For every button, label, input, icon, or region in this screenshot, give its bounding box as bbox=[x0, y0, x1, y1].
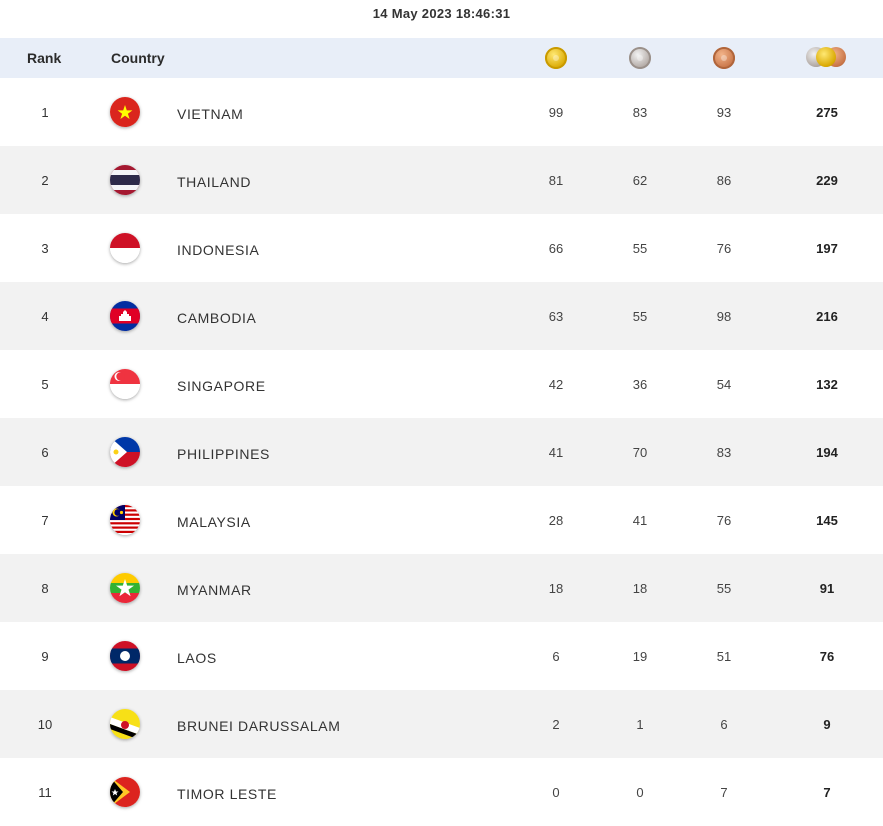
rank-cell: 11 bbox=[38, 785, 52, 800]
bronze-medal-icon[interactable] bbox=[713, 47, 735, 69]
silver-count: 55 bbox=[632, 309, 648, 324]
silver-count: 70 bbox=[632, 445, 648, 460]
silver-medal-icon[interactable] bbox=[629, 47, 651, 69]
total-count: 145 bbox=[816, 513, 838, 528]
vietnam-flag-icon bbox=[110, 97, 140, 127]
total-count: 216 bbox=[816, 309, 838, 324]
bronze-count: 76 bbox=[716, 513, 732, 528]
silver-count: 19 bbox=[632, 649, 648, 664]
philippines-flag-icon bbox=[110, 437, 140, 467]
country-name[interactable]: SINGAPORE bbox=[177, 378, 266, 394]
country-column-header[interactable]: Country bbox=[111, 50, 165, 66]
myanmar-flag-icon bbox=[110, 573, 140, 603]
gold-count: 0 bbox=[552, 785, 560, 800]
bronze-count: 51 bbox=[716, 649, 732, 664]
gold-count: 66 bbox=[548, 241, 564, 256]
rank-cell: 3 bbox=[41, 241, 49, 256]
silver-count: 36 bbox=[632, 377, 648, 392]
gold-medal-icon[interactable] bbox=[545, 47, 567, 69]
table-row[interactable]: 8 MYANMAR 18 18 55 91 bbox=[0, 554, 883, 622]
table-row[interactable]: 10 BRUNEI DARUSSALAM 2 1 6 9 bbox=[0, 690, 883, 758]
country-name[interactable]: MALAYSIA bbox=[177, 514, 251, 530]
rank-cell: 5 bbox=[41, 377, 49, 392]
rank-cell: 7 bbox=[41, 513, 49, 528]
total-count: 76 bbox=[819, 649, 835, 664]
cambodia-flag-icon bbox=[110, 301, 140, 331]
table-row[interactable]: 11 TIMOR LESTE 0 0 7 7 bbox=[0, 758, 883, 826]
bronze-count: 76 bbox=[716, 241, 732, 256]
total-count: 9 bbox=[823, 717, 831, 732]
total-count: 7 bbox=[823, 785, 831, 800]
total-count: 91 bbox=[819, 581, 835, 596]
table-row[interactable]: 1 VIETNAM 99 83 93 275 bbox=[0, 78, 883, 146]
rank-cell: 6 bbox=[41, 445, 49, 460]
table-header: Rank Country bbox=[0, 38, 883, 78]
bronze-count: 55 bbox=[716, 581, 732, 596]
gold-count: 63 bbox=[548, 309, 564, 324]
bronze-count: 6 bbox=[720, 717, 728, 732]
silver-count: 62 bbox=[632, 173, 648, 188]
indonesia-flag-icon bbox=[110, 233, 140, 263]
thailand-flag-icon bbox=[110, 165, 140, 195]
bronze-count: 83 bbox=[716, 445, 732, 460]
silver-count: 0 bbox=[636, 785, 644, 800]
total-count: 275 bbox=[816, 105, 838, 120]
total-count: 132 bbox=[816, 377, 838, 392]
table-row[interactable]: 5 SINGAPORE 42 36 54 132 bbox=[0, 350, 883, 418]
country-name[interactable]: VIETNAM bbox=[177, 106, 244, 122]
gold-count: 41 bbox=[548, 445, 564, 460]
country-name[interactable]: PHILIPPINES bbox=[177, 446, 270, 462]
country-name[interactable]: THAILAND bbox=[177, 174, 252, 190]
table-row[interactable]: 4 CAMBODIA 63 55 98 216 bbox=[0, 282, 883, 350]
silver-count: 83 bbox=[632, 105, 648, 120]
total-count: 197 bbox=[816, 241, 838, 256]
total-count: 194 bbox=[816, 445, 838, 460]
country-name[interactable]: CAMBODIA bbox=[177, 310, 257, 326]
table-row[interactable]: 3 INDONESIA 66 55 76 197 bbox=[0, 214, 883, 282]
medal-table-body: 1 VIETNAM 99 83 93 275 2 THAILAND 81 62 … bbox=[0, 78, 883, 826]
rank-cell: 1 bbox=[41, 105, 49, 120]
rank-cell: 2 bbox=[41, 173, 49, 188]
rank-cell: 4 bbox=[41, 309, 49, 324]
singapore-flag-icon bbox=[110, 369, 140, 399]
country-name[interactable]: MYANMAR bbox=[177, 582, 252, 598]
rank-cell: 8 bbox=[41, 581, 49, 596]
table-row[interactable]: 2 THAILAND 81 62 86 229 bbox=[0, 146, 883, 214]
country-name[interactable]: INDONESIA bbox=[177, 242, 260, 258]
table-row[interactable]: 6 PHILIPPINES 41 70 83 194 bbox=[0, 418, 883, 486]
country-name[interactable]: LAOS bbox=[177, 650, 217, 666]
gold-count: 28 bbox=[548, 513, 564, 528]
country-name[interactable]: BRUNEI DARUSSALAM bbox=[177, 718, 341, 734]
gold-count: 81 bbox=[548, 173, 564, 188]
gold-count: 99 bbox=[548, 105, 564, 120]
total-count: 229 bbox=[816, 173, 838, 188]
gold-count: 2 bbox=[552, 717, 560, 732]
silver-count: 55 bbox=[632, 241, 648, 256]
silver-count: 18 bbox=[632, 581, 648, 596]
table-row[interactable]: 9 LAOS 6 19 51 76 bbox=[0, 622, 883, 690]
rank-cell: 9 bbox=[41, 649, 49, 664]
timestamp: 14 May 2023 18:46:31 bbox=[372, 6, 511, 21]
total-medals-icon[interactable] bbox=[806, 47, 846, 69]
gold-count: 6 bbox=[552, 649, 560, 664]
silver-count: 1 bbox=[636, 717, 644, 732]
country-name[interactable]: TIMOR LESTE bbox=[177, 786, 277, 802]
brunei-flag-icon bbox=[110, 709, 140, 739]
table-row[interactable]: 7 MALAYSIA 28 41 76 145 bbox=[0, 486, 883, 554]
bronze-count: 54 bbox=[716, 377, 732, 392]
laos-flag-icon bbox=[110, 641, 140, 671]
bronze-count: 7 bbox=[720, 785, 728, 800]
rank-column-header[interactable]: Rank bbox=[27, 50, 62, 66]
silver-count: 41 bbox=[632, 513, 648, 528]
timor-leste-flag-icon bbox=[110, 777, 140, 807]
gold-count: 42 bbox=[548, 377, 564, 392]
bronze-count: 98 bbox=[716, 309, 732, 324]
rank-cell: 10 bbox=[37, 717, 53, 732]
malaysia-flag-icon bbox=[110, 505, 140, 535]
bronze-count: 93 bbox=[716, 105, 732, 120]
bronze-count: 86 bbox=[716, 173, 732, 188]
gold-count: 18 bbox=[548, 581, 564, 596]
